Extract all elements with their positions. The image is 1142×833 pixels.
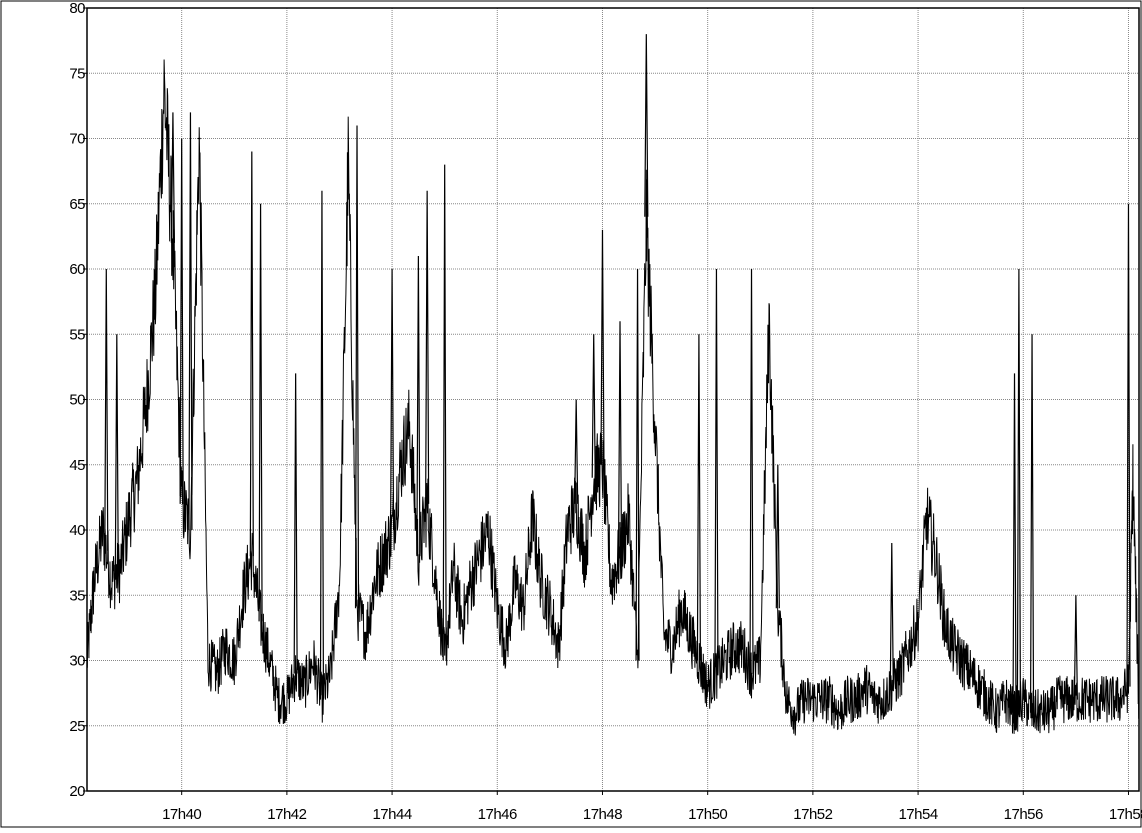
x-tick-label: 17h58 [1109,806,1142,823]
x-tick-label: 17h44 [372,806,411,823]
y-tick-label: 60 [69,261,85,278]
y-tick-label: 80 [69,0,85,17]
spike-peak [188,112,193,531]
spike-peak [775,464,780,609]
spike-peak [574,399,579,504]
y-tick-label: 30 [69,653,85,670]
spike-peak [1016,268,1021,707]
spike-peak [416,255,421,557]
x-tick-label: 17h56 [1004,806,1043,823]
y-tick-label: 25 [69,718,85,735]
y-tick-label: 45 [69,457,85,474]
spike-peak [293,373,298,674]
spike-peak [591,334,596,478]
series-layer [86,34,1140,736]
spike-peak [600,229,605,465]
spike-peak [1029,334,1035,713]
y-tick-label: 35 [69,587,85,604]
y-tick-label: 70 [69,131,85,148]
spike-peak [319,190,325,700]
series-line-0 [86,59,1140,736]
spike-peak [696,334,702,661]
spike-peak [442,164,447,661]
spike-peak [114,334,119,575]
spike-peak [354,125,360,609]
x-tick-label: 17h54 [898,806,937,823]
spike-peak [170,112,176,243]
y-tick-label: 55 [69,326,85,343]
spike-peak [889,543,894,687]
y-axis: 20 25 30 35 40 45 50 55 60 65 70 75 80 [69,0,87,800]
y-tick-label: 50 [69,392,85,409]
x-axis: 17h40 17h42 17h44 17h46 17h48 17h50 17h52 17h54… [162,791,1142,823]
spike-peak [179,138,184,504]
y-tick-label: 40 [69,522,85,539]
spike-peak [425,190,430,504]
grid [87,8,1139,791]
spike-peak [1012,373,1017,713]
spike-peak [104,268,109,551]
spike-peak [635,268,640,661]
x-tick-label: 17h46 [478,806,517,823]
spike-peak [1126,203,1131,687]
spike-peak [644,34,649,217]
x-tick-label: 17h50 [688,806,727,823]
x-tick-label: 17h48 [583,806,622,823]
spike-peak [249,151,254,557]
spike-peak [749,268,754,674]
x-tick-label: 17h42 [267,806,306,823]
spike-peak [389,268,395,531]
y-tick-label: 65 [69,196,85,213]
spike-peak [258,203,263,622]
spike-peak [714,268,719,674]
spike-peak [617,321,623,557]
spike-peak [1073,595,1078,700]
y-tick-label: 20 [69,783,85,800]
y-tick-label: 75 [69,65,85,82]
x-tick-label: 17h40 [162,806,201,823]
x-tick-label: 17h52 [793,806,832,823]
